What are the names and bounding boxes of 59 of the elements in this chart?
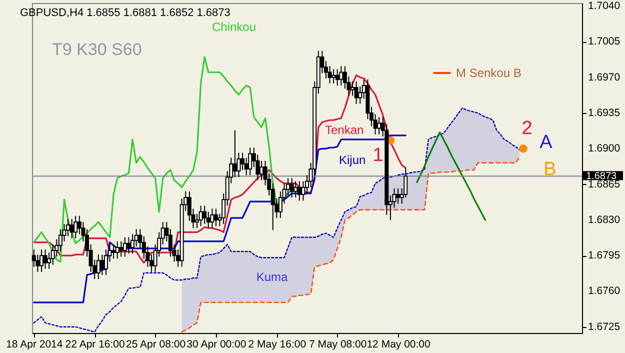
x-tick-label: 2 May 16:00 — [248, 338, 306, 350]
candlestick — [74, 215, 78, 239]
x-tick-label: 18 Apr 2014 — [6, 338, 63, 350]
candlestick — [115, 240, 120, 260]
candlestick — [198, 205, 203, 227]
candlestick — [50, 244, 55, 266]
annotation: Kuma — [256, 270, 288, 284]
candlestick — [112, 244, 116, 260]
series-label: Kijun — [339, 153, 366, 167]
y-tick-label: 1.6935 — [588, 107, 620, 119]
candlestick — [354, 80, 358, 104]
candlestick — [122, 236, 127, 258]
candlestick — [126, 236, 131, 254]
candlestick — [350, 80, 355, 96]
y-tick-label: 1.6725 — [588, 320, 620, 333]
candlestick — [39, 248, 44, 272]
candlestick — [96, 254, 100, 280]
annotation: B — [544, 159, 556, 180]
candlestick — [202, 205, 207, 225]
annotation: A — [540, 132, 553, 153]
candlestick — [377, 116, 382, 135]
candlestick — [290, 178, 294, 198]
candlestick — [119, 240, 124, 258]
candlestick — [248, 147, 252, 176]
y-tick-label: 1.6865 — [588, 178, 620, 190]
x-tick-label: 25 Apr 08:00 — [126, 338, 186, 350]
annotation: T9 K30 S60 — [52, 40, 142, 59]
candlestick — [100, 254, 104, 276]
line-series — [33, 134, 406, 304]
chart-title: GBPUSD,H4 1.6855 1.6881 1.6852 1.6873 — [20, 7, 230, 19]
candlestick — [259, 160, 264, 181]
candlestick — [332, 68, 336, 84]
x-tick-label: 22 Apr 16:00 — [65, 338, 126, 350]
candlestick — [104, 248, 108, 276]
y-tick-label: 1.7005 — [588, 36, 620, 48]
y-tick-label: 1.6795 — [588, 250, 620, 262]
candlestick — [294, 180, 298, 198]
text: Chinkou — [212, 20, 256, 34]
series-label: Tenkan — [325, 123, 364, 137]
line-series — [33, 56, 293, 263]
candlestick — [339, 66, 344, 86]
x-tick-label: 30 Apr 00:00 — [186, 338, 246, 350]
candlestick — [43, 248, 48, 270]
candlestick — [240, 152, 245, 171]
annotation: 2 — [522, 118, 532, 139]
y-tick-label: 1.6830 — [588, 214, 620, 226]
candlestick — [210, 208, 214, 229]
x-tick-label: 12 May 00:00 — [366, 338, 430, 350]
annotation: 1 — [372, 145, 384, 166]
candlestick — [214, 208, 218, 227]
y-tick-label: 1.6760 — [588, 285, 620, 298]
legend-label: M Senkou B — [456, 66, 522, 80]
candlestick — [396, 188, 400, 204]
line-series — [416, 132, 486, 221]
x-tick-label: 7 May 08:00 — [308, 338, 367, 350]
y-tick-label: 1.6900 — [588, 142, 620, 155]
y-tick-label: 1.6970 — [588, 71, 620, 84]
candlestick — [335, 68, 340, 86]
y-tick-label: 1.7040 — [588, 0, 620, 12]
